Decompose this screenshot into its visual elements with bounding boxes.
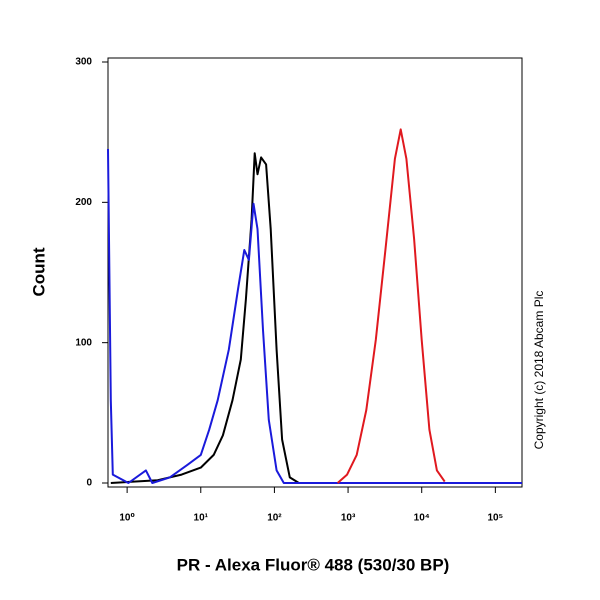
x-tick-label: 10³ [341,513,356,524]
y-tick-label: 300 [75,57,92,68]
y-axis-label: Count [29,247,48,296]
x-tick-label: 10¹ [194,513,209,524]
plot-frame [107,57,523,488]
series-line [110,152,522,484]
y-tick-label: 100 [75,337,92,348]
x-tick-label: 10² [267,513,282,524]
y-tick-label: 0 [86,478,92,489]
x-axis-label: PR - Alexa Fluor® 488 (530/30 BP) [177,555,450,574]
series-line [107,148,522,484]
copyright: Copyright (c) 2018 Abcam Plc [532,291,546,450]
x-tick-label: 10⁵ [487,513,503,524]
x-tick-label: 10⁴ [414,513,430,524]
x-tick-label: 10⁰ [119,513,135,524]
y-tick-label: 200 [75,197,92,208]
series-line [336,128,446,484]
